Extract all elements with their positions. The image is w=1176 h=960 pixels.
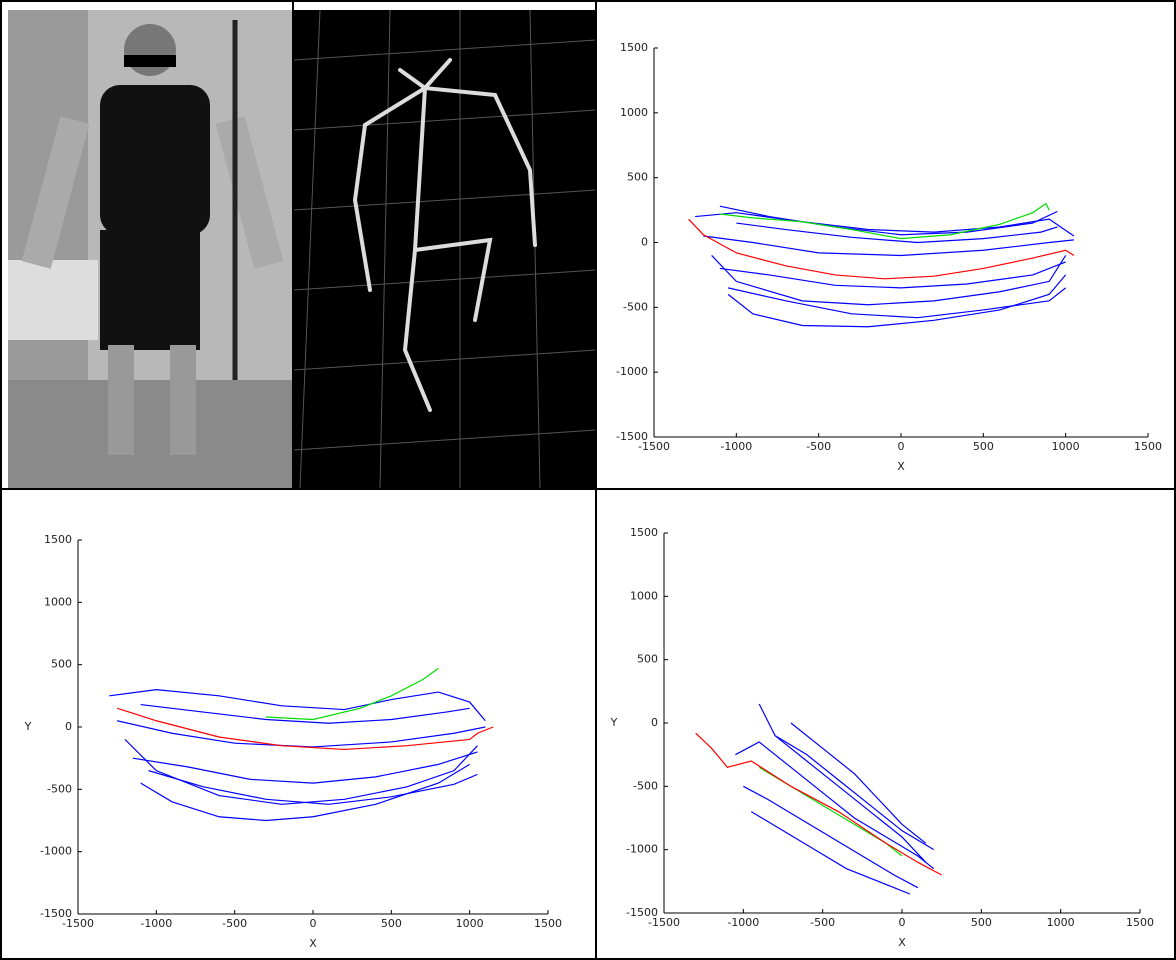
arm bbox=[21, 116, 90, 269]
trajectory bbox=[265, 667, 439, 721]
trajectory bbox=[719, 202, 1050, 240]
y-tick-label: -1000 bbox=[40, 845, 72, 858]
trajectory bbox=[719, 261, 1066, 289]
trajectory bbox=[743, 785, 919, 889]
trajectory bbox=[688, 218, 1075, 280]
leg bbox=[170, 345, 196, 455]
trajectory bbox=[703, 235, 1074, 257]
y-tick-label: -1000 bbox=[626, 843, 658, 856]
y-tick-label: 500 bbox=[51, 658, 72, 671]
photo bbox=[8, 10, 294, 488]
trajectory bbox=[774, 735, 935, 851]
leg bbox=[108, 345, 134, 455]
x-axis-label: X bbox=[309, 937, 317, 950]
trajectory bbox=[695, 212, 1075, 237]
eye-bar bbox=[124, 55, 176, 67]
render-bg bbox=[294, 10, 596, 488]
x-tick-label: -500 bbox=[806, 440, 831, 453]
skeleton-render bbox=[293, 9, 597, 489]
x-tick-label: 500 bbox=[971, 916, 992, 929]
y-tick-label: 1000 bbox=[44, 595, 72, 608]
x-tick-label: -1000 bbox=[140, 917, 172, 930]
trajectory bbox=[124, 739, 478, 805]
y-tick-label: -1000 bbox=[616, 365, 648, 378]
table bbox=[8, 260, 98, 340]
x-tick-label: -1500 bbox=[62, 917, 94, 930]
trajectory bbox=[711, 255, 1067, 306]
x-tick-label: 1000 bbox=[1052, 440, 1080, 453]
trajectory bbox=[735, 741, 935, 870]
floor bbox=[8, 380, 294, 488]
y-tick-label: 1500 bbox=[620, 41, 648, 54]
y-tick-label: 0 bbox=[651, 716, 658, 729]
trajectory bbox=[132, 751, 478, 784]
trajectory bbox=[736, 222, 1058, 244]
arm bbox=[215, 116, 284, 269]
y-tick-label: -1500 bbox=[626, 906, 658, 919]
y-tick-label: -500 bbox=[623, 300, 648, 313]
trajectory bbox=[117, 720, 486, 748]
trajectory bbox=[719, 205, 1058, 236]
x-tick-label: 500 bbox=[381, 917, 402, 930]
x-tick-label: -500 bbox=[222, 917, 247, 930]
trajectory bbox=[727, 274, 1067, 328]
y-tick-label: 1500 bbox=[630, 526, 658, 539]
y-tick-label: -500 bbox=[47, 782, 72, 795]
y-axis-label: Y bbox=[24, 720, 32, 733]
x-tick-label: -1500 bbox=[648, 916, 680, 929]
bones bbox=[352, 58, 537, 412]
y-tick-label: 1000 bbox=[630, 589, 658, 602]
x-tick-label: 0 bbox=[310, 917, 317, 930]
trajectory bbox=[140, 703, 470, 724]
trajectory bbox=[727, 287, 1067, 319]
trajectory bbox=[116, 707, 494, 751]
y-tick-label: 1000 bbox=[620, 106, 648, 119]
x-axis-label: X bbox=[897, 460, 905, 473]
x-tick-label: -1000 bbox=[720, 440, 752, 453]
x-axis-label: X bbox=[898, 936, 906, 949]
x-tick-label: 1000 bbox=[456, 917, 484, 930]
y-tick-label: -1500 bbox=[616, 430, 648, 443]
trajectory bbox=[140, 763, 470, 822]
trajectory bbox=[750, 811, 911, 895]
trajectory bbox=[148, 770, 478, 805]
y-tick-label: 500 bbox=[627, 171, 648, 184]
x-tick-label: -1000 bbox=[727, 916, 759, 929]
trajectory bbox=[695, 732, 942, 876]
trajectory bbox=[790, 722, 927, 844]
x-tick-label: 1500 bbox=[1126, 916, 1154, 929]
x-tick-label: 1000 bbox=[1047, 916, 1075, 929]
y-axis-label: Y bbox=[610, 716, 618, 729]
trajectory bbox=[109, 688, 486, 722]
x-tick-label: 0 bbox=[899, 916, 906, 929]
x-tick-label: -500 bbox=[810, 916, 835, 929]
head bbox=[124, 24, 176, 76]
x-tick-label: 0 bbox=[898, 440, 905, 453]
x-tick-label: 1500 bbox=[1134, 440, 1162, 453]
x-tick-label: -1500 bbox=[638, 440, 670, 453]
y-tick-label: 0 bbox=[641, 236, 648, 249]
torso bbox=[100, 85, 210, 235]
y-tick-label: -500 bbox=[633, 779, 658, 792]
x-tick-label: 1500 bbox=[534, 917, 562, 930]
shorts bbox=[100, 230, 200, 350]
y-tick-label: 0 bbox=[65, 720, 72, 733]
y-tick-label: -1500 bbox=[40, 907, 72, 920]
y-tick-label: 500 bbox=[637, 653, 658, 666]
x-tick-label: 500 bbox=[973, 440, 994, 453]
y-tick-label: 1500 bbox=[44, 533, 72, 546]
